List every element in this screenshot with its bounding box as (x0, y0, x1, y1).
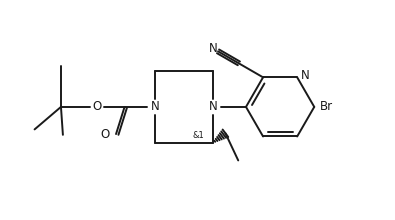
Text: N: N (301, 69, 309, 82)
Text: N: N (209, 100, 217, 113)
Text: N: N (150, 100, 159, 113)
Text: Br: Br (320, 100, 333, 113)
Text: &1: &1 (192, 131, 204, 140)
Text: O: O (101, 128, 110, 141)
Text: N: N (209, 42, 217, 55)
Text: O: O (93, 100, 102, 113)
